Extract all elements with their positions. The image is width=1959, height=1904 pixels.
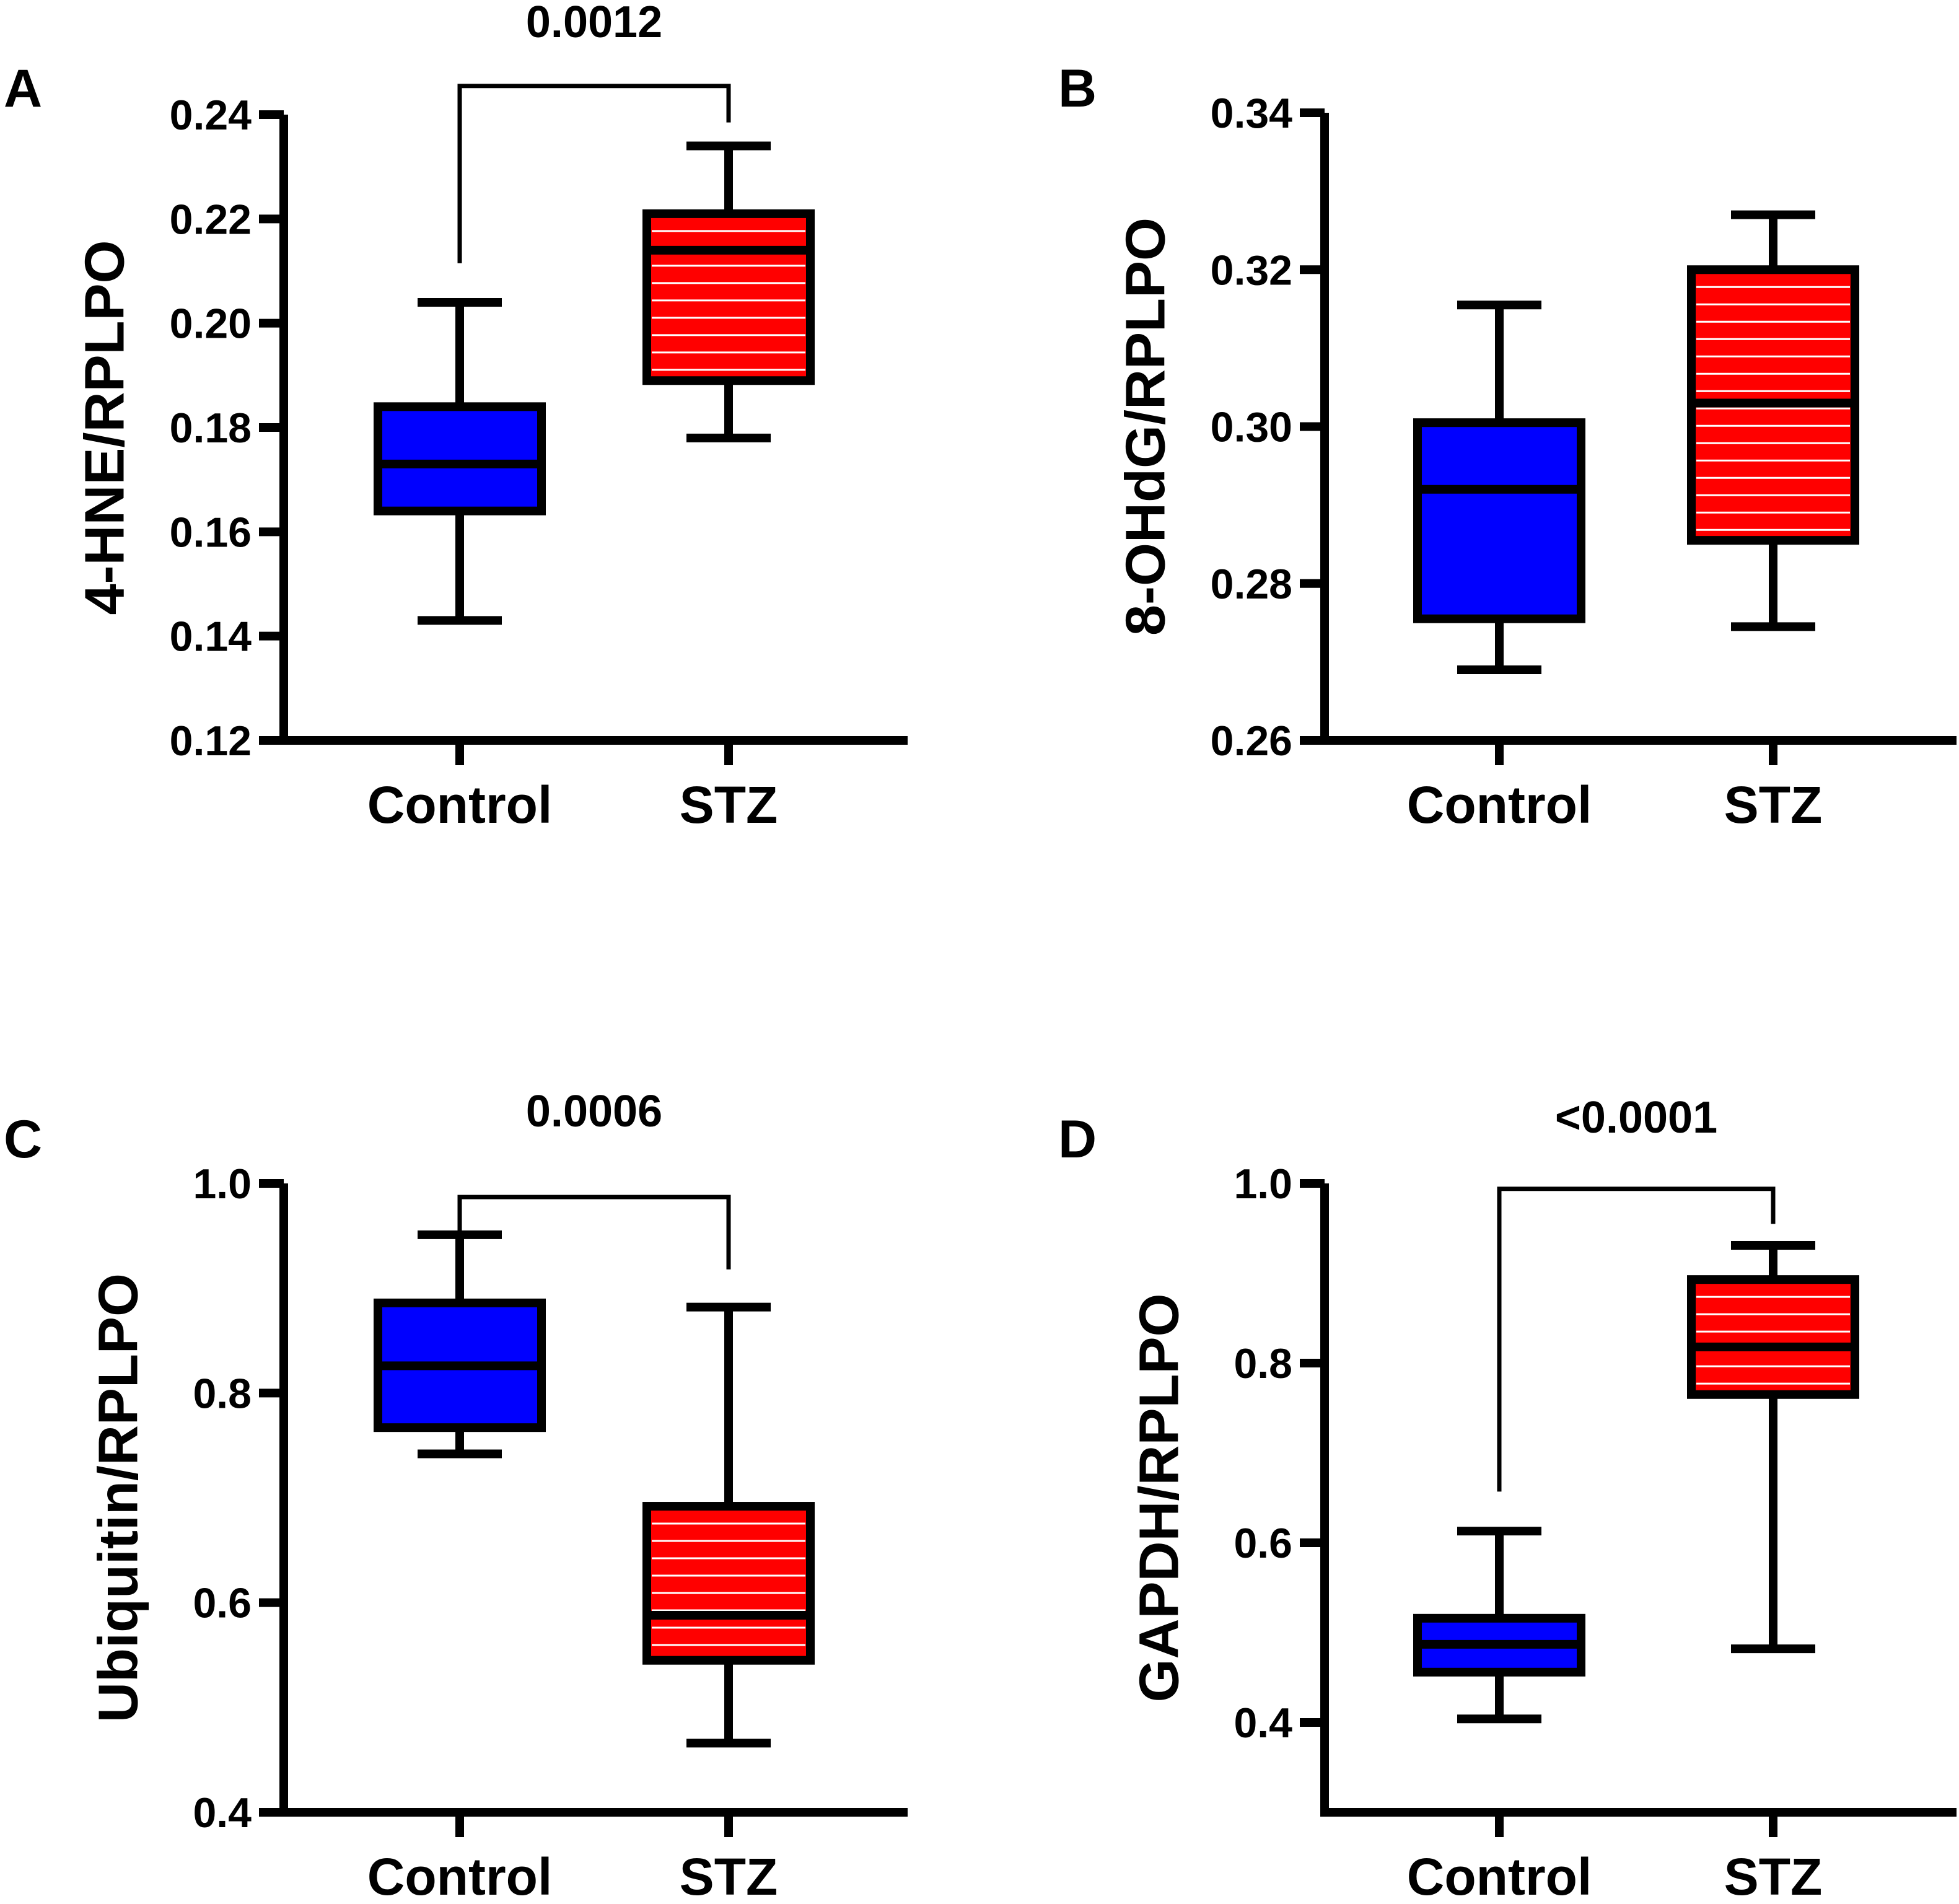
x-category-label: STZ — [1724, 1848, 1823, 1904]
y-axis-title: GAPDH/RPLPO — [1129, 1293, 1191, 1702]
panel-letter: B — [1058, 59, 1097, 118]
p-value-label: 0.0012 — [526, 0, 662, 47]
y-axis-title: Ubiquitin/RPLPO — [88, 1273, 150, 1722]
y-tick-label: 0.14 — [170, 613, 252, 660]
x-category-label: STZ — [680, 776, 778, 834]
stz-box-plot — [642, 141, 815, 442]
x-category-label: Control — [367, 776, 553, 834]
iqr-box-fill — [1418, 423, 1581, 619]
y-tick-label: 0.22 — [170, 196, 252, 243]
iqr-box-outline — [1413, 1613, 1585, 1677]
control-box-plot — [374, 1230, 546, 1459]
x-category-label: STZ — [680, 1848, 778, 1904]
stz-box-plot — [642, 1302, 815, 1748]
iqr-box-fill — [1691, 1279, 1855, 1395]
iqr-box-fill — [647, 213, 810, 381]
iqr-box-outline — [642, 1502, 815, 1665]
y-tick-label: 0.12 — [170, 717, 252, 765]
iqr-box-fill — [1691, 270, 1855, 541]
y-tick-label: 1.0 — [1234, 1160, 1292, 1208]
iqr-box-fill — [378, 1302, 541, 1428]
iqr-box-fill — [1418, 1618, 1581, 1672]
iqr-box-outline — [1687, 265, 1859, 545]
y-tick-label: 0.8 — [193, 1370, 252, 1417]
iqr-box-outline — [642, 209, 815, 385]
panel-letter: C — [4, 1110, 42, 1169]
iqr-box-outline — [374, 1298, 546, 1432]
y-tick-label: 0.34 — [1211, 90, 1293, 137]
iqr-box-fill — [378, 406, 541, 511]
y-tick-label: 0.20 — [170, 301, 252, 348]
stz-box-plot — [1687, 1241, 1859, 1654]
panel-letter: A — [4, 59, 42, 118]
y-tick-label: 1.0 — [193, 1160, 252, 1208]
y-tick-label: 0.26 — [1211, 717, 1292, 765]
significance-bracket — [457, 84, 731, 263]
iqr-box-outline — [374, 402, 546, 515]
y-tick-label: 0.6 — [1234, 1520, 1292, 1567]
y-tick-label: 0.4 — [193, 1789, 252, 1836]
y-tick-label: 0.24 — [170, 92, 252, 139]
panel-letter: D — [1058, 1110, 1097, 1169]
iqr-box-outline — [1413, 418, 1585, 623]
y-tick-label: 0.4 — [1234, 1700, 1292, 1747]
p-value-label: 0.0006 — [526, 1087, 662, 1136]
y-tick-label: 0.16 — [170, 509, 252, 556]
significance-bracket — [457, 1195, 731, 1270]
iqr-box-outline — [1687, 1275, 1859, 1399]
y-tick-label: 0.30 — [1211, 404, 1292, 451]
y-axis-title: 8-OHdG/RPLPO — [1115, 217, 1177, 636]
x-category-label: Control — [1407, 1848, 1592, 1904]
x-category-label: STZ — [1724, 776, 1823, 834]
y-tick-label: 0.18 — [170, 405, 252, 452]
y-tick-label: 0.28 — [1211, 561, 1292, 608]
significance-bracket — [1497, 1187, 1776, 1492]
x-category-label: Control — [1407, 776, 1592, 834]
control-box-plot — [1413, 301, 1585, 675]
control-box-plot — [374, 298, 546, 625]
y-axis-title: 4-HNE/RPLPO — [74, 240, 136, 615]
iqr-box-fill — [647, 1506, 810, 1661]
stz-box-plot — [1687, 210, 1859, 631]
x-category-label: Control — [367, 1848, 553, 1904]
y-tick-label: 0.6 — [193, 1580, 252, 1627]
p-value-label: <0.0001 — [1555, 1093, 1717, 1143]
control-box-plot — [1413, 1527, 1585, 1724]
y-tick-label: 0.32 — [1211, 247, 1292, 294]
y-tick-label: 0.8 — [1234, 1340, 1292, 1387]
